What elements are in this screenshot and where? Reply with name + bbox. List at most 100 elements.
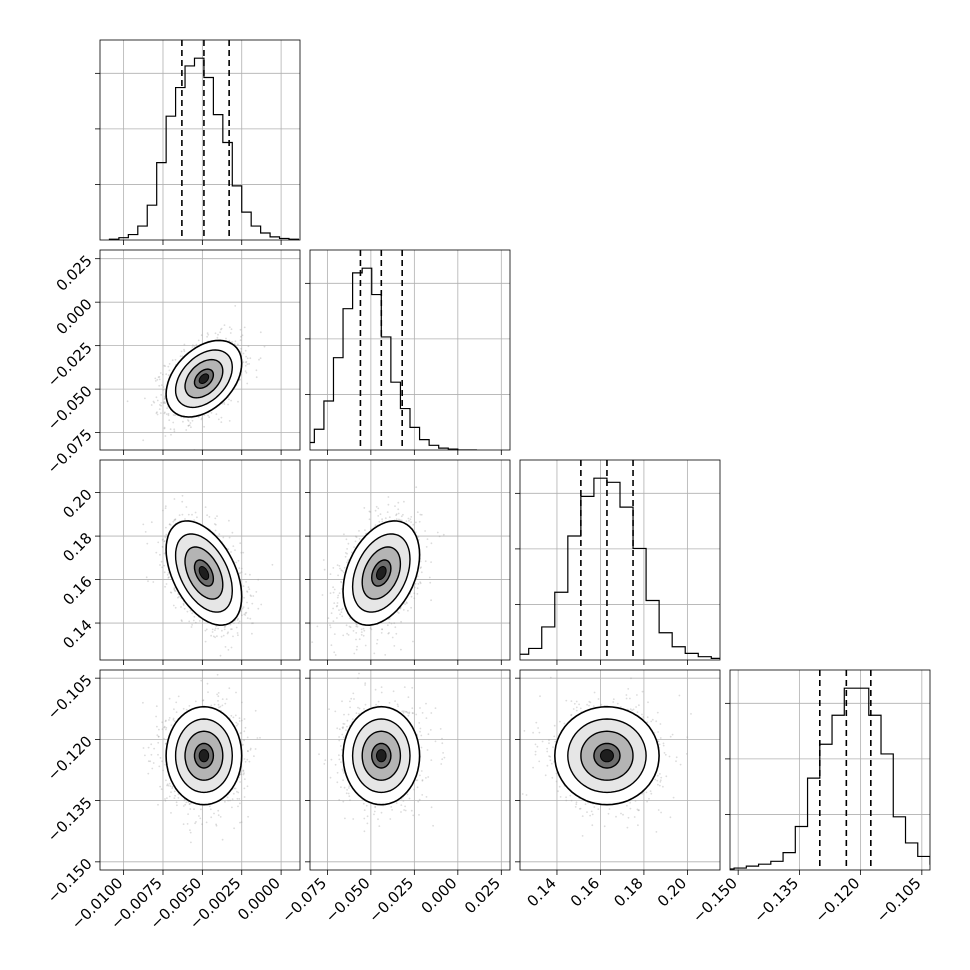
scatter-point — [355, 536, 358, 539]
scatter-point — [245, 611, 248, 614]
scatter-point — [231, 341, 234, 343]
scatter-point — [412, 523, 415, 526]
scatter-point — [236, 632, 239, 634]
scatter-point — [240, 567, 243, 570]
scatter-point — [164, 585, 167, 588]
scatter-point — [164, 402, 167, 404]
scatter-point — [353, 546, 355, 548]
scatter-point — [419, 513, 422, 516]
scatter-point — [356, 645, 358, 648]
scatter-point — [192, 344, 194, 347]
scatter-point — [242, 664, 244, 666]
scatter-point — [173, 498, 176, 500]
scatter-point — [229, 623, 232, 626]
scatter-point — [164, 536, 167, 539]
scatter-point — [243, 613, 246, 616]
scatter-point — [158, 376, 161, 378]
scatter-point — [187, 420, 190, 422]
scatter-point — [346, 632, 348, 635]
scatter-point — [416, 587, 419, 590]
scatter-point — [166, 573, 169, 576]
scatter-point — [355, 623, 358, 625]
scatter-point — [193, 519, 196, 521]
scatter-point — [234, 549, 236, 552]
scatter-point — [204, 506, 207, 508]
scatter-point — [416, 511, 419, 514]
scatter-point — [260, 603, 263, 606]
scatter-point — [173, 708, 175, 711]
scatter-point — [413, 592, 416, 595]
scatter-point — [394, 626, 397, 629]
scatter-point — [220, 327, 223, 330]
scatter-point — [153, 401, 156, 404]
scatter-point — [162, 386, 165, 388]
scatter-point — [155, 412, 158, 415]
scatter-point — [165, 583, 168, 585]
scatter-point — [420, 571, 423, 574]
scatter-point — [245, 355, 248, 358]
scatter-point — [214, 529, 217, 532]
scatter-point — [362, 634, 365, 637]
scatter-point — [144, 397, 146, 400]
panel-frame — [99, 459, 301, 661]
scatter-point — [167, 365, 170, 368]
scatter-point — [255, 369, 258, 372]
scatter-point — [246, 363, 249, 365]
scatter-point — [160, 394, 163, 396]
scatter-point — [189, 422, 192, 424]
scatter-point — [181, 355, 184, 358]
scatter-point — [170, 812, 172, 814]
scatter-point — [164, 799, 167, 802]
scatter-point — [217, 695, 220, 698]
scatter-point — [217, 418, 220, 421]
scatter-point — [181, 513, 184, 516]
scatter-point — [201, 823, 204, 826]
scatter-point — [210, 412, 213, 414]
scatter-point — [187, 424, 190, 427]
scatter-point — [329, 592, 332, 595]
scatter-point — [378, 520, 381, 523]
scatter-point — [370, 628, 373, 631]
scatter-point — [223, 403, 226, 405]
scatter-point — [414, 582, 417, 585]
scatter-point — [192, 619, 195, 622]
scatter-point — [240, 610, 242, 613]
scatter-point — [416, 593, 419, 595]
scatter-point — [178, 595, 180, 598]
scatter-point — [166, 407, 169, 410]
scatter-point — [158, 765, 161, 768]
scatter-point — [173, 519, 176, 522]
scatter-point — [356, 625, 359, 628]
scatter-point — [215, 625, 218, 627]
scatter-point — [220, 635, 223, 638]
scatter-point — [169, 524, 172, 526]
scatter-point — [387, 496, 390, 498]
scatter-point — [358, 530, 360, 532]
scatter-point — [189, 609, 192, 612]
scatter-point — [258, 358, 260, 361]
panel-inner — [100, 670, 300, 870]
scatter-point — [240, 335, 242, 338]
scatter-point — [242, 773, 245, 776]
panel-inner — [100, 40, 300, 240]
scatter-point — [172, 520, 175, 523]
panel-frame — [99, 249, 301, 451]
scatter-point — [182, 602, 185, 605]
scatter-point — [339, 567, 341, 570]
scatter-point — [387, 632, 390, 635]
scatter-point — [394, 505, 396, 507]
scatter-point — [381, 628, 383, 631]
scatter-point — [165, 533, 168, 536]
scatter-point — [182, 604, 185, 606]
scatter-point — [168, 363, 171, 365]
scatter-point — [157, 376, 160, 379]
scatter-point — [402, 609, 405, 611]
scatter-point — [246, 590, 248, 593]
scatter-point — [182, 707, 185, 710]
scatter-point — [393, 622, 396, 625]
scatter-point — [343, 533, 345, 536]
scatter-point — [333, 602, 336, 604]
scatter-point — [405, 601, 408, 604]
scatter-point — [410, 521, 412, 523]
scatter-point — [242, 352, 245, 355]
